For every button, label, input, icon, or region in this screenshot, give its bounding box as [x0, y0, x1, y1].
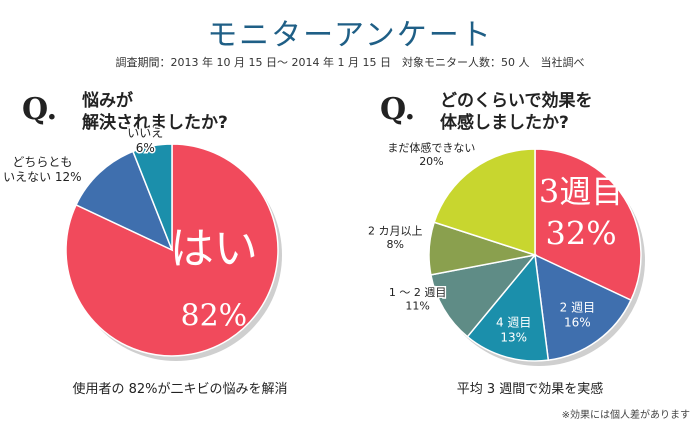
left-pie-slice-1	[75, 150, 174, 252]
right-question-line1: どのくらいで効果を	[440, 91, 593, 111]
right-pie-label-2: 4 週目	[496, 315, 531, 329]
right-pie-slice-0	[534, 148, 642, 302]
right-pie-label-3: 1 ～ 2 週目	[389, 286, 447, 299]
right-caption: 平均 3 週間で効果を実感	[456, 382, 604, 397]
right-pie-label-0: 3週目	[539, 172, 623, 210]
left-pie-value-0: 82%	[181, 299, 248, 334]
right-pie-value-3: 11%	[405, 300, 429, 313]
right-pie-slice-1	[534, 253, 632, 361]
right-q-mark: Q.	[380, 92, 416, 127]
disclaimer-note: ※効果には個人差があります	[561, 410, 690, 421]
right-pie-value-4: 8%	[386, 238, 403, 251]
right-pie-slice-3	[430, 253, 537, 338]
page-title: モニターアンケート	[207, 18, 493, 53]
right-pie-label-1: 2 週目	[560, 300, 595, 314]
left-pie-value-2: 6%	[136, 141, 155, 155]
right-pie	[428, 148, 645, 366]
left-pie-label-2: いいえ	[127, 126, 163, 140]
left-pie-label-1: どちらともいえない 12%	[3, 155, 82, 184]
left-question-line1: 悩みが	[82, 91, 133, 111]
right-pie-slice-5	[433, 148, 536, 257]
left-pie	[65, 143, 282, 361]
survey-info: 調査期間：2013 年 10 月 15 日～ 2014 年 1 月 15 日 対…	[115, 56, 585, 69]
left-question-line2: 解決されましたか?	[82, 113, 228, 133]
right-pie-value-0: 32%	[546, 214, 617, 252]
right-pie-label-4: 2 カ月以上	[368, 224, 423, 237]
right-question-line2: 体感しましたか?	[440, 113, 569, 133]
left-q-mark: Q.	[22, 92, 58, 127]
left-pie-slice-2	[132, 143, 173, 251]
right-pie-label-5: まだ体感できない	[387, 140, 475, 154]
right-pie-value-1: 16%	[564, 315, 591, 329]
left-caption: 使用者の 82%が二キビの悩みを解消	[72, 382, 288, 397]
right-pie-value-5: 20%	[419, 155, 443, 168]
right-pie-value-2: 13%	[500, 330, 527, 344]
right-pie-slice-2	[466, 253, 550, 362]
left-pie-label-0: はい	[170, 224, 258, 275]
